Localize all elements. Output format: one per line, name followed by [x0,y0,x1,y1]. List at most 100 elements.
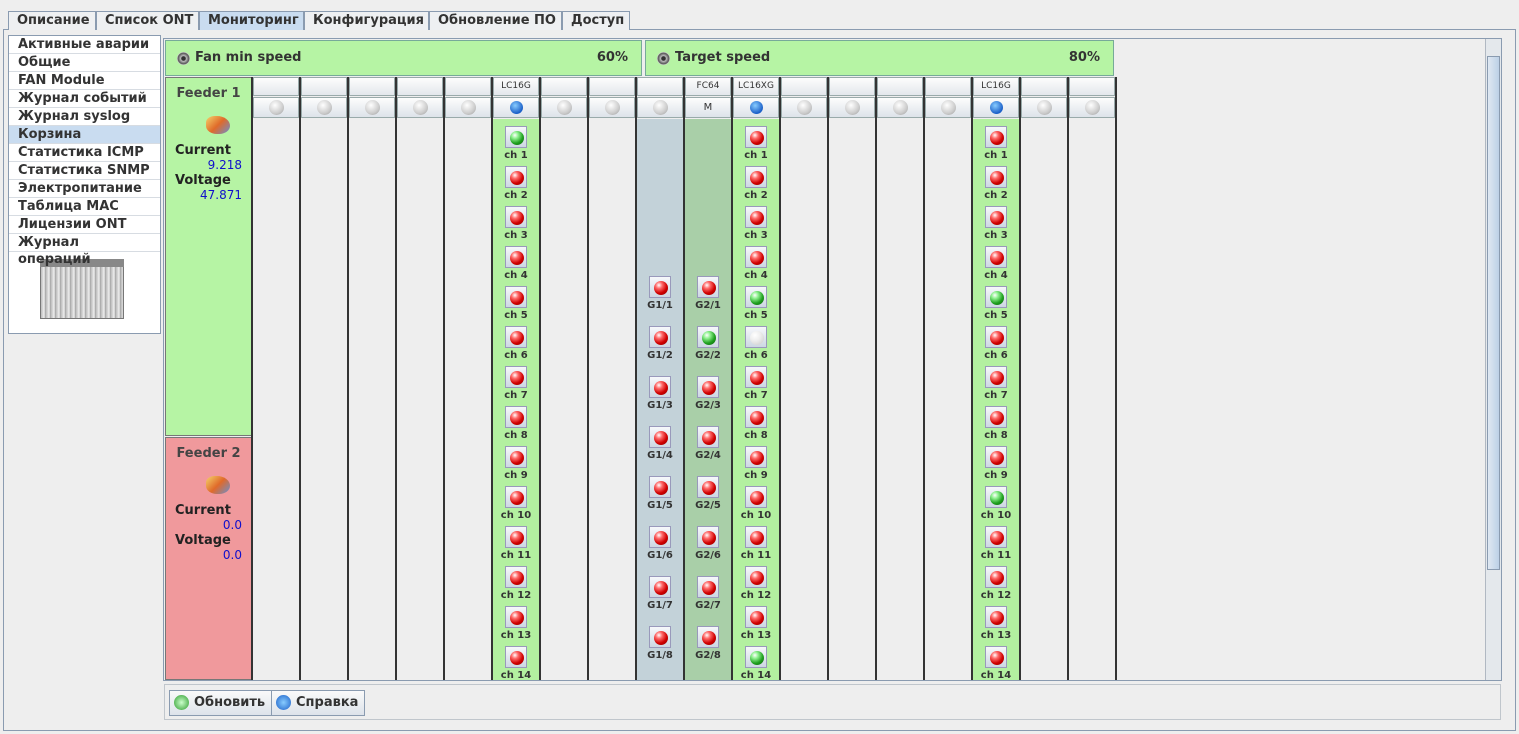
tab[interactable]: Список ONT [96,11,199,30]
channel-led [510,171,524,185]
channel-icon[interactable] [697,276,719,298]
channel-icon[interactable] [985,646,1007,668]
slot-header [541,77,587,96]
channel-icon[interactable] [697,526,719,548]
channel-icon[interactable] [985,566,1007,588]
menu-item[interactable]: Журнал операций [9,234,160,267]
channel-icon[interactable] [745,646,767,668]
channel-icon[interactable] [985,606,1007,628]
channel-icon[interactable] [505,446,527,468]
menu-item[interactable]: FAN Module [9,72,160,90]
channel-icon[interactable] [505,326,527,348]
scrollbar[interactable] [1485,39,1501,680]
channel-icon[interactable] [745,566,767,588]
channel-icon[interactable] [649,476,671,498]
menu-item[interactable]: Статистика SNMP [9,162,160,180]
channel-icon[interactable] [745,446,767,468]
channel-icon[interactable] [505,646,527,668]
channel-icon[interactable] [745,246,767,268]
channel-icon[interactable] [505,606,527,628]
menu-item[interactable]: Таблица MAC [9,198,160,216]
menu-item[interactable]: Лицензии ONT [9,216,160,234]
channel-icon[interactable] [985,206,1007,228]
channel-icon[interactable] [505,206,527,228]
slot-header [349,77,395,96]
tab[interactable]: Описание [8,11,96,30]
menu-item[interactable]: Электропитание [9,180,160,198]
channel-icon[interactable] [697,326,719,348]
channel-icon[interactable] [745,366,767,388]
tab[interactable]: Конфигурация [304,11,429,30]
channel-icon[interactable] [505,406,527,428]
channel-icon[interactable] [745,286,767,308]
channel-icon[interactable] [985,326,1007,348]
channel-icon[interactable] [649,626,671,648]
button-icon[interactable] [174,695,189,710]
channel-icon[interactable] [745,486,767,508]
channel-icon[interactable] [505,526,527,548]
channel-label: ch 7 [744,390,768,401]
channel-icon[interactable] [505,126,527,148]
channel-icon[interactable] [745,126,767,148]
scroll-thumb[interactable] [1487,56,1500,570]
channel-icon[interactable] [985,126,1007,148]
channel-label: ch 7 [504,390,528,401]
channel-icon[interactable] [505,286,527,308]
menu-item[interactable]: Общие [9,54,160,72]
status-led [269,100,284,115]
channel-label: ch 9 [504,470,528,481]
channel-icon[interactable] [745,206,767,228]
channel-icon[interactable] [697,476,719,498]
menu-item[interactable]: Статистика ICMP [9,144,160,162]
menu-item[interactable]: Журнал событий [9,90,160,108]
slot-body [925,119,971,680]
channel-icon[interactable] [697,576,719,598]
channel-icon[interactable] [505,246,527,268]
channel-led [990,211,1004,225]
channel-label: ch 3 [984,230,1008,241]
button[interactable]: Обновить [169,690,273,716]
channel-icon[interactable] [649,276,671,298]
channel-icon[interactable] [985,406,1007,428]
slot-status [733,97,779,118]
channel-icon[interactable] [649,526,671,548]
menu-item[interactable]: Корзина [9,126,160,144]
tab[interactable]: Обновление ПО [429,11,562,30]
channel-icon[interactable] [985,446,1007,468]
channel-icon[interactable] [985,526,1007,548]
channel-icon[interactable] [985,366,1007,388]
menu-item[interactable]: Активные аварии [9,36,160,54]
channel-icon[interactable] [697,626,719,648]
channel-icon[interactable] [649,376,671,398]
channel-icon[interactable] [505,486,527,508]
channel-led [990,411,1004,425]
channel-icon[interactable] [985,286,1007,308]
channel-led [510,451,524,465]
slot-divider [683,77,685,680]
channel-icon[interactable] [745,526,767,548]
channel-icon[interactable] [505,566,527,588]
slot-status [253,97,299,118]
button[interactable]: Справка [271,690,366,716]
channel-icon[interactable] [745,406,767,428]
channel-icon[interactable] [649,576,671,598]
channel-icon[interactable] [985,166,1007,188]
channel-icon[interactable] [697,426,719,448]
slot-status [349,97,395,118]
voltage-label: Voltage [175,533,231,548]
channel-icon[interactable] [745,326,767,348]
tab[interactable]: Мониторинг [199,11,304,30]
channel-icon[interactable] [985,246,1007,268]
channel-icon[interactable] [985,486,1007,508]
channel-icon[interactable] [697,376,719,398]
channel-icon[interactable] [505,366,527,388]
channel-icon[interactable] [745,166,767,188]
menu-item[interactable]: Журнал syslog [9,108,160,126]
channel-icon[interactable] [649,326,671,348]
channel-icon[interactable] [745,606,767,628]
channel-icon[interactable] [649,426,671,448]
channel-led [654,631,668,645]
button-icon[interactable] [276,695,291,710]
channel-icon[interactable] [505,166,527,188]
tab[interactable]: Доступ [562,11,630,30]
